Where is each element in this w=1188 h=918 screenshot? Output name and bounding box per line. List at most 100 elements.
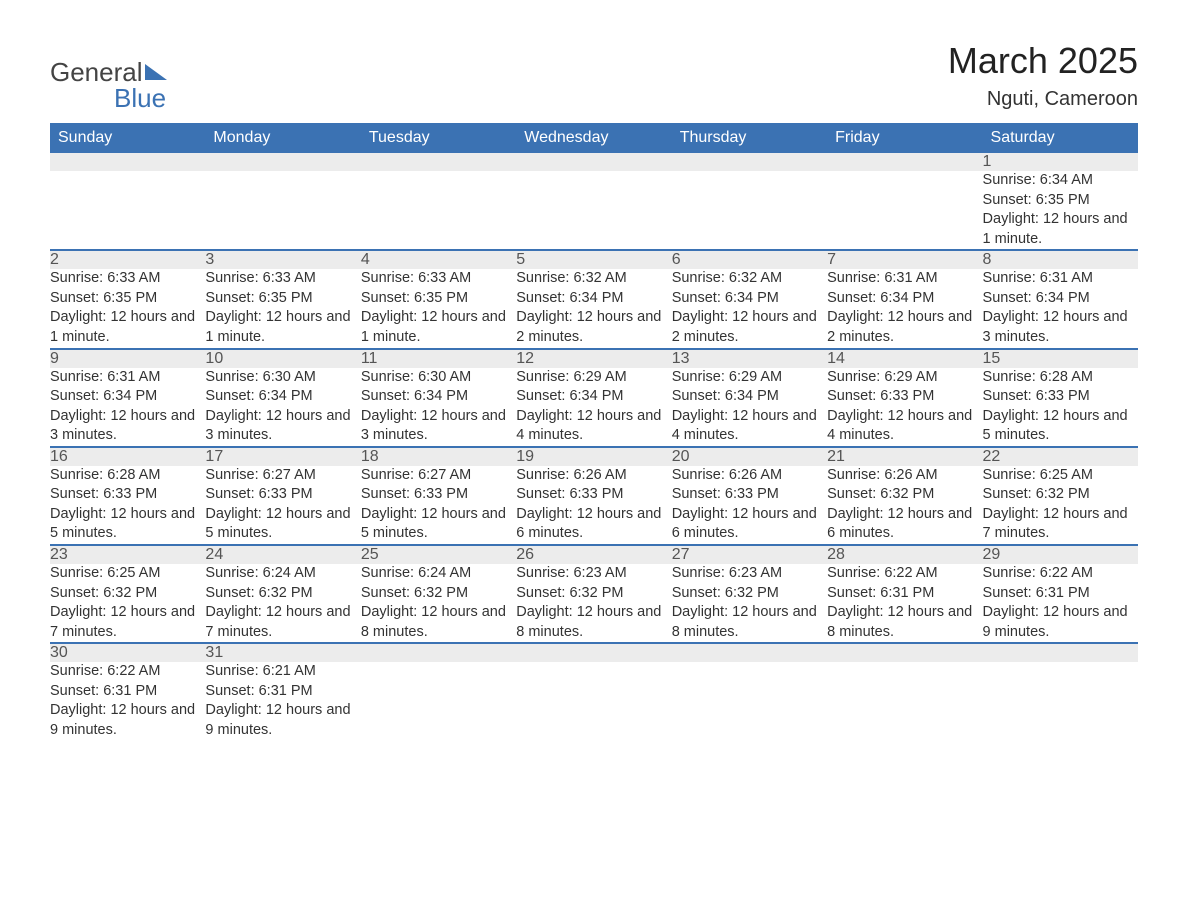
day-number-cell: 23	[50, 545, 205, 564]
day-detail-cell: Sunrise: 6:26 AMSunset: 6:33 PMDaylight:…	[672, 466, 827, 545]
day-number-row: 2345678	[50, 250, 1138, 269]
logo-text-blue: Blue	[114, 85, 167, 111]
day-detail-cell	[205, 171, 360, 250]
day-detail-cell: Sunrise: 6:24 AMSunset: 6:32 PMDaylight:…	[361, 564, 516, 643]
sunset-text: Sunset: 6:33 PM	[672, 485, 827, 505]
day-number-cell	[672, 643, 827, 662]
sunrise-text: Sunrise: 6:27 AM	[205, 466, 360, 486]
daylight-text: Daylight: 12 hours and 1 minute.	[50, 308, 205, 347]
sunset-text: Sunset: 6:32 PM	[205, 584, 360, 604]
sunset-text: Sunset: 6:32 PM	[516, 584, 671, 604]
day-detail-cell: Sunrise: 6:30 AMSunset: 6:34 PMDaylight:…	[361, 368, 516, 447]
sunrise-text: Sunrise: 6:32 AM	[516, 269, 671, 289]
sunset-text: Sunset: 6:35 PM	[983, 191, 1138, 211]
day-detail-cell	[983, 662, 1138, 740]
sunset-text: Sunset: 6:34 PM	[361, 387, 516, 407]
daylight-text: Daylight: 12 hours and 3 minutes.	[983, 308, 1138, 347]
day-detail-cell: Sunrise: 6:22 AMSunset: 6:31 PMDaylight:…	[983, 564, 1138, 643]
day-detail-cell: Sunrise: 6:33 AMSunset: 6:35 PMDaylight:…	[205, 269, 360, 348]
day-detail-cell: Sunrise: 6:26 AMSunset: 6:32 PMDaylight:…	[827, 466, 982, 545]
day-detail-cell: Sunrise: 6:33 AMSunset: 6:35 PMDaylight:…	[361, 269, 516, 348]
sunset-text: Sunset: 6:31 PM	[205, 682, 360, 702]
weekday-header: Wednesday	[516, 123, 671, 153]
day-number-cell: 20	[672, 447, 827, 466]
header: General Blue March 2025 Nguti, Cameroon	[50, 40, 1138, 111]
day-detail-cell	[361, 662, 516, 740]
sunset-text: Sunset: 6:34 PM	[672, 289, 827, 309]
day-detail-cell: Sunrise: 6:23 AMSunset: 6:32 PMDaylight:…	[672, 564, 827, 643]
daylight-text: Daylight: 12 hours and 5 minutes.	[205, 505, 360, 544]
day-detail-cell: Sunrise: 6:22 AMSunset: 6:31 PMDaylight:…	[50, 662, 205, 740]
sunset-text: Sunset: 6:34 PM	[516, 387, 671, 407]
day-number-cell: 3	[205, 250, 360, 269]
daylight-text: Daylight: 12 hours and 6 minutes.	[827, 505, 982, 544]
day-detail-cell: Sunrise: 6:23 AMSunset: 6:32 PMDaylight:…	[516, 564, 671, 643]
day-number-cell: 1	[983, 153, 1138, 171]
weekday-header: Friday	[827, 123, 982, 153]
day-number-cell	[50, 153, 205, 171]
daylight-text: Daylight: 12 hours and 8 minutes.	[672, 603, 827, 642]
day-detail-cell	[361, 171, 516, 250]
daylight-text: Daylight: 12 hours and 9 minutes.	[50, 701, 205, 740]
day-number-cell: 9	[50, 349, 205, 368]
sunset-text: Sunset: 6:34 PM	[983, 289, 1138, 309]
day-detail-cell: Sunrise: 6:32 AMSunset: 6:34 PMDaylight:…	[516, 269, 671, 348]
daylight-text: Daylight: 12 hours and 5 minutes.	[361, 505, 516, 544]
logo-triangle-icon	[145, 64, 167, 80]
daylight-text: Daylight: 12 hours and 5 minutes.	[50, 505, 205, 544]
daylight-text: Daylight: 12 hours and 1 minute.	[205, 308, 360, 347]
sunrise-text: Sunrise: 6:27 AM	[361, 466, 516, 486]
calendar-table: Sunday Monday Tuesday Wednesday Thursday…	[50, 123, 1138, 741]
logo: General Blue	[50, 59, 167, 111]
daylight-text: Daylight: 12 hours and 2 minutes.	[516, 308, 671, 347]
sunrise-text: Sunrise: 6:28 AM	[983, 368, 1138, 388]
day-number-cell: 24	[205, 545, 360, 564]
daylight-text: Daylight: 12 hours and 6 minutes.	[516, 505, 671, 544]
sunrise-text: Sunrise: 6:28 AM	[50, 466, 205, 486]
day-detail-cell: Sunrise: 6:29 AMSunset: 6:33 PMDaylight:…	[827, 368, 982, 447]
day-detail-cell: Sunrise: 6:28 AMSunset: 6:33 PMDaylight:…	[983, 368, 1138, 447]
day-number-cell: 17	[205, 447, 360, 466]
sunset-text: Sunset: 6:33 PM	[516, 485, 671, 505]
sunrise-text: Sunrise: 6:30 AM	[361, 368, 516, 388]
weekday-header-row: Sunday Monday Tuesday Wednesday Thursday…	[50, 123, 1138, 153]
day-number-cell: 22	[983, 447, 1138, 466]
day-number-cell: 29	[983, 545, 1138, 564]
sunset-text: Sunset: 6:34 PM	[205, 387, 360, 407]
day-number-cell: 11	[361, 349, 516, 368]
day-number-row: 23242526272829	[50, 545, 1138, 564]
day-number-cell	[205, 153, 360, 171]
sunset-text: Sunset: 6:31 PM	[50, 682, 205, 702]
sunrise-text: Sunrise: 6:25 AM	[983, 466, 1138, 486]
sunset-text: Sunset: 6:33 PM	[205, 485, 360, 505]
sunrise-text: Sunrise: 6:22 AM	[983, 564, 1138, 584]
day-number-cell	[672, 153, 827, 171]
sunset-text: Sunset: 6:31 PM	[983, 584, 1138, 604]
weekday-header: Thursday	[672, 123, 827, 153]
sunset-text: Sunset: 6:33 PM	[361, 485, 516, 505]
weekday-header: Monday	[205, 123, 360, 153]
sunset-text: Sunset: 6:34 PM	[516, 289, 671, 309]
sunset-text: Sunset: 6:34 PM	[827, 289, 982, 309]
sunrise-text: Sunrise: 6:26 AM	[516, 466, 671, 486]
day-detail-cell: Sunrise: 6:34 AMSunset: 6:35 PMDaylight:…	[983, 171, 1138, 250]
day-detail-cell: Sunrise: 6:30 AMSunset: 6:34 PMDaylight:…	[205, 368, 360, 447]
sunset-text: Sunset: 6:33 PM	[50, 485, 205, 505]
day-detail-cell	[827, 662, 982, 740]
day-detail-row: Sunrise: 6:25 AMSunset: 6:32 PMDaylight:…	[50, 564, 1138, 643]
day-detail-row: Sunrise: 6:22 AMSunset: 6:31 PMDaylight:…	[50, 662, 1138, 740]
day-number-cell: 14	[827, 349, 982, 368]
day-number-cell: 13	[672, 349, 827, 368]
day-number-cell: 25	[361, 545, 516, 564]
day-number-cell: 15	[983, 349, 1138, 368]
day-detail-cell: Sunrise: 6:28 AMSunset: 6:33 PMDaylight:…	[50, 466, 205, 545]
sunset-text: Sunset: 6:32 PM	[827, 485, 982, 505]
daylight-text: Daylight: 12 hours and 5 minutes.	[983, 407, 1138, 446]
day-detail-cell	[827, 171, 982, 250]
sunrise-text: Sunrise: 6:24 AM	[205, 564, 360, 584]
daylight-text: Daylight: 12 hours and 6 minutes.	[672, 505, 827, 544]
day-number-row: 16171819202122	[50, 447, 1138, 466]
sunset-text: Sunset: 6:32 PM	[361, 584, 516, 604]
sunrise-text: Sunrise: 6:33 AM	[205, 269, 360, 289]
day-number-cell: 16	[50, 447, 205, 466]
